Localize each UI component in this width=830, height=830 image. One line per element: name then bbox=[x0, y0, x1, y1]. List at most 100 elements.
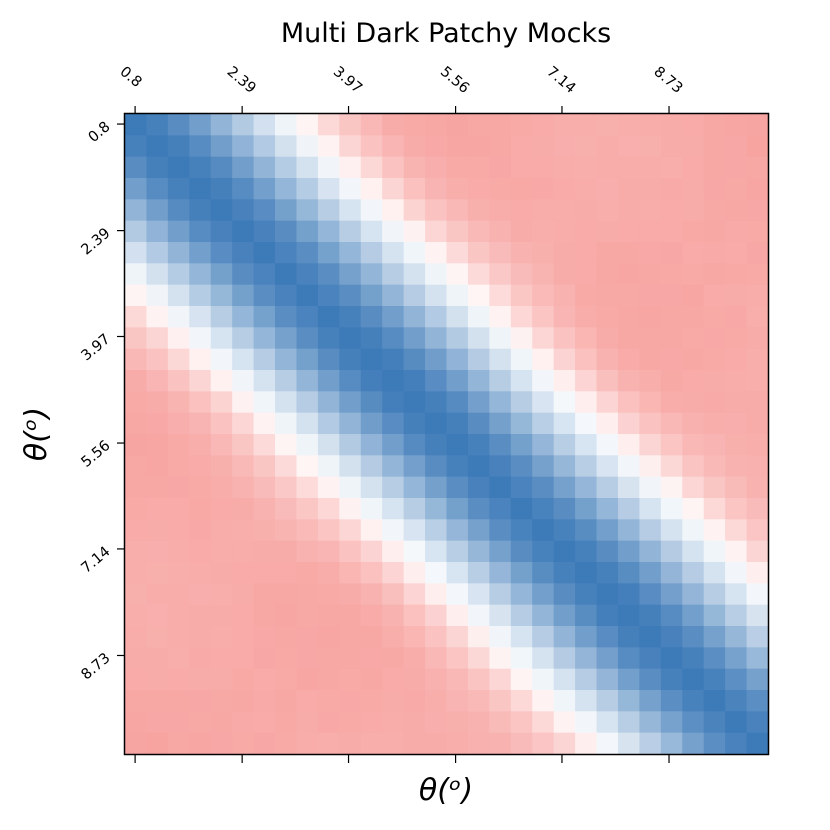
heatmap-cell bbox=[489, 348, 512, 371]
heatmap-cell bbox=[639, 114, 662, 136]
heatmap-cell bbox=[275, 135, 298, 158]
heatmap-cell bbox=[296, 135, 319, 158]
heatmap-cell bbox=[253, 306, 276, 328]
heatmap-cell bbox=[275, 114, 298, 136]
heatmap-cell bbox=[317, 604, 340, 627]
heatmap-cell bbox=[725, 178, 748, 200]
x-axis-label: θ(ᵒ) bbox=[419, 773, 473, 808]
heatmap-cell bbox=[382, 156, 405, 179]
heatmap-cell bbox=[232, 284, 255, 307]
heatmap-cell bbox=[489, 455, 512, 478]
heatmap-cell bbox=[232, 562, 255, 584]
heatmap-cell bbox=[660, 562, 683, 584]
heatmap-cell bbox=[146, 434, 169, 456]
heatmap-cell bbox=[596, 690, 619, 712]
heatmap-cell bbox=[360, 220, 383, 243]
heatmap-cell bbox=[510, 412, 533, 435]
heatmap-cell bbox=[296, 434, 319, 456]
heatmap-cell bbox=[467, 476, 490, 499]
heatmap-cell bbox=[360, 370, 383, 392]
heatmap-cell bbox=[339, 562, 362, 584]
heatmap-cell bbox=[617, 732, 640, 755]
heatmap-cell bbox=[725, 391, 748, 414]
heatmap-cell bbox=[510, 690, 533, 712]
heatmap-cell bbox=[125, 711, 148, 734]
heatmap-cell bbox=[275, 434, 298, 456]
heatmap-cell bbox=[425, 199, 448, 222]
heatmap-cell bbox=[275, 263, 298, 286]
heatmap-cell bbox=[596, 626, 619, 648]
heatmap-cell bbox=[317, 114, 340, 136]
heatmap-cell bbox=[275, 370, 298, 392]
heatmap-cell bbox=[189, 178, 212, 200]
heatmap-cell bbox=[467, 604, 490, 627]
heatmap-cell bbox=[617, 626, 640, 648]
heatmap-cell bbox=[146, 540, 169, 563]
heatmap-cell bbox=[210, 690, 233, 712]
heatmap-cell bbox=[360, 583, 383, 606]
heatmap-cell bbox=[382, 562, 405, 584]
heatmap-cell bbox=[510, 306, 533, 328]
heatmap-cell bbox=[167, 220, 190, 243]
heatmap-cell bbox=[467, 199, 490, 222]
heatmap-cell bbox=[275, 562, 298, 584]
heatmap-cell bbox=[425, 156, 448, 179]
heatmap-cell bbox=[210, 711, 233, 734]
heatmap-cell bbox=[146, 412, 169, 435]
heatmap-cell bbox=[682, 583, 705, 606]
y-axis-label: θ(ᵒ) bbox=[19, 407, 54, 461]
heatmap-cell bbox=[575, 647, 598, 670]
heatmap-cell bbox=[553, 668, 576, 691]
heatmap-cell bbox=[575, 626, 598, 648]
heatmap-cell bbox=[617, 519, 640, 542]
heatmap-cell bbox=[296, 626, 319, 648]
heatmap-cell bbox=[510, 647, 533, 670]
heatmap-cell bbox=[682, 690, 705, 712]
heatmap-cell bbox=[532, 455, 555, 478]
heatmap-cell bbox=[425, 519, 448, 542]
heatmap-cell bbox=[425, 306, 448, 328]
heatmap-cell bbox=[660, 284, 683, 307]
heatmap-cell bbox=[382, 583, 405, 606]
heatmap-cell bbox=[617, 604, 640, 627]
heatmap-cell bbox=[639, 156, 662, 179]
heatmap-cell bbox=[382, 540, 405, 563]
heatmap-cell bbox=[575, 583, 598, 606]
heatmap-cell bbox=[746, 284, 769, 307]
heatmap-cell bbox=[189, 135, 212, 158]
heatmap-cell bbox=[596, 348, 619, 371]
heatmap-cell bbox=[317, 732, 340, 755]
heatmap-cell bbox=[360, 391, 383, 414]
heatmap-cell bbox=[403, 668, 426, 691]
heatmap-cell bbox=[146, 498, 169, 520]
heatmap-cell bbox=[339, 348, 362, 371]
heatmap-cell bbox=[725, 135, 748, 158]
heatmap-cell bbox=[360, 647, 383, 670]
heatmap-cell bbox=[532, 156, 555, 179]
heatmap-cell bbox=[467, 711, 490, 734]
heatmap-cell bbox=[446, 604, 469, 627]
y-tick-label: 2.39 bbox=[79, 225, 114, 258]
heatmap-cell bbox=[296, 412, 319, 435]
x-tick-labels-top: 0.8 2.39 3.97 5.56 7.14 8.73 bbox=[117, 64, 685, 113]
x-tick-label: 3.97 bbox=[330, 64, 365, 97]
heatmap-cell bbox=[532, 178, 555, 200]
heatmap-cell bbox=[189, 327, 212, 350]
heatmap-cell bbox=[660, 199, 683, 222]
heatmap-cell bbox=[210, 199, 233, 222]
heatmap-cell bbox=[189, 562, 212, 584]
heatmap-cell bbox=[403, 178, 426, 200]
heatmap-cell bbox=[617, 668, 640, 691]
heatmap-cell bbox=[167, 306, 190, 328]
heatmap-cell bbox=[510, 626, 533, 648]
heatmap-cell bbox=[146, 178, 169, 200]
heatmap-cell bbox=[360, 156, 383, 179]
heatmap-cell bbox=[339, 156, 362, 179]
heatmap-cell bbox=[296, 732, 319, 755]
heatmap-cell bbox=[489, 284, 512, 307]
heatmap-cell bbox=[317, 476, 340, 499]
heatmap-cell bbox=[596, 156, 619, 179]
heatmap-cell bbox=[317, 348, 340, 371]
heatmap-cell bbox=[575, 732, 598, 755]
heatmap-cell bbox=[725, 306, 748, 328]
